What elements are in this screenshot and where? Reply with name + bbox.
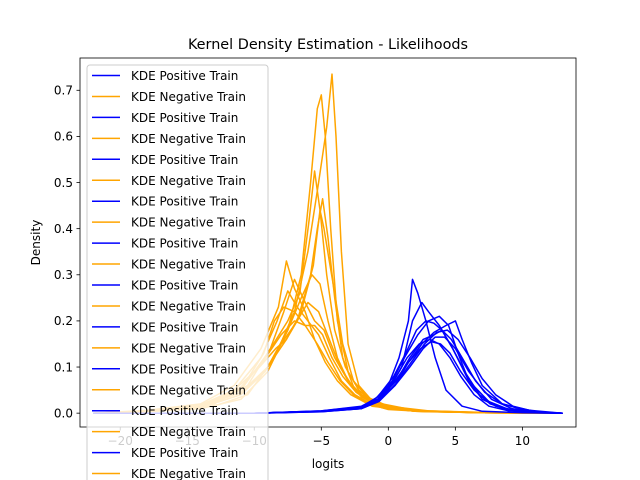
legend-label: KDE Positive Train [131,362,238,376]
series-line-21 [93,329,563,414]
y-tick-label: 0.3 [54,268,73,282]
legend-label: KDE Negative Train [131,258,246,272]
legend-label: KDE Negative Train [131,341,246,355]
legend-label: KDE Positive Train [131,404,238,418]
legend-label: KDE Negative Train [131,132,246,146]
legend-label: KDE Positive Train [131,111,238,125]
x-axis-label: logits [312,457,345,471]
legend: KDE Positive Train KDE Negative Train KDE … [86,64,269,480]
plot-frame [79,57,577,428]
legend-label: KDE Positive Train [131,237,238,251]
x-tick-label: −5 [312,434,330,448]
y-tick-label: 0.5 [54,176,73,190]
series-line-20 [93,340,563,414]
legend-label: KDE Negative Train [131,299,246,313]
legend-label: KDE Negative Train [131,425,246,439]
y-tick-label: 0.6 [54,130,73,144]
x-tick-label: 5 [452,434,460,448]
x-tick-label: 10 [515,434,530,448]
legend-label: KDE Negative Train [131,216,246,230]
legend-label: KDE Positive Train [131,69,238,83]
y-tick-label: 0.0 [54,406,73,420]
legend-label: KDE Positive Train [131,279,238,293]
legend-label: KDE Negative Train [131,383,246,397]
y-tick-label: 0.7 [54,84,73,98]
x-tick-label: 0 [385,434,393,448]
legend-frame [86,64,269,480]
legend-label: KDE Positive Train [131,195,238,209]
legend-label: KDE Positive Train [131,320,238,334]
legend-label: KDE Negative Train [131,174,246,188]
y-axis: 0.0 0.1 0.2 0.3 0.4 0.5 0.6 0.7 [54,84,80,420]
chart-title: Kernel Density Estimation - Likelihoods [188,37,468,53]
y-axis-label: Density [29,220,43,266]
legend-label: KDE Positive Train [131,446,238,460]
legend-label: KDE Negative Train [131,467,246,480]
y-tick-label: 0.2 [54,314,73,328]
legend-label: KDE Positive Train [131,153,238,167]
legend-label: KDE Negative Train [131,90,246,104]
y-tick-label: 0.4 [54,222,73,236]
y-tick-label: 0.1 [54,360,73,374]
